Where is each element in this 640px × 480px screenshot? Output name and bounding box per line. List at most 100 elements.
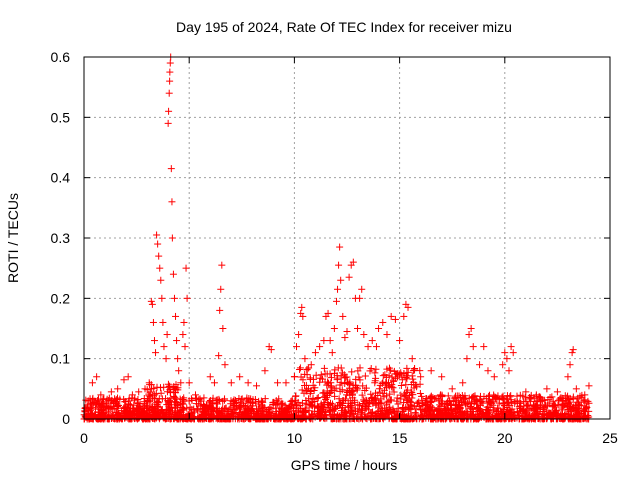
y-tick-label: 0.2 [51,290,71,306]
data-point [221,361,229,369]
data-point [404,303,412,311]
data-point [509,349,517,357]
data-point [179,331,187,339]
data-point [298,303,306,311]
data-point [507,343,515,351]
data-point [155,252,163,260]
data-point [522,388,530,396]
data-point [335,261,343,269]
data-point [499,361,507,369]
data-point [448,385,456,393]
data-point [173,337,181,345]
data-point [168,234,176,242]
data-point [345,273,353,281]
data-point [170,294,178,302]
data-point [307,361,315,369]
data-point [156,264,164,272]
data-point [244,379,252,387]
noise-band [80,364,593,423]
y-tick-label: 0.4 [51,170,71,186]
data-point [465,331,473,339]
data-point [185,379,193,387]
data-point [206,373,214,381]
data-point [182,264,190,272]
data-point [387,312,395,320]
data-point [328,349,336,357]
data-point [158,294,166,302]
data-point [148,300,156,308]
data-point [177,379,185,387]
y-tick-label: 0.5 [51,109,71,125]
x-axis-label: GPS time / hours [291,457,398,473]
data-point [180,318,188,326]
data-point [505,367,513,375]
grid-lines [84,57,610,419]
data-point [469,343,477,351]
x-tick-label: 15 [392,430,408,446]
data-point [332,297,340,305]
data-point [364,343,372,351]
data-point [149,318,157,326]
data-point [169,270,177,278]
y-axis-label: ROTI / TECUs [5,193,21,283]
data-point [343,328,351,336]
data-point [150,337,158,345]
data-point [174,355,182,363]
data-point [501,349,509,357]
data-point [157,276,165,284]
data-point [153,231,161,239]
data-point [120,376,128,384]
plot-frame [83,56,611,420]
x-tick-label: 20 [497,430,513,446]
data-point [295,331,303,339]
data-point [124,373,132,381]
x-tick-label: 0 [80,430,88,446]
data-point [147,297,155,305]
data-point [354,325,362,332]
data-point [572,385,580,393]
data-point [135,388,143,396]
data-point [299,312,307,320]
data-point [396,337,404,345]
data-point [368,337,376,345]
data-point [141,385,149,393]
data-point [400,312,408,320]
data-point [569,346,577,354]
data-point [192,391,200,399]
data-point [379,318,387,326]
data-points [80,53,593,423]
data-point [290,373,298,381]
data-point [349,258,357,266]
data-point [324,309,332,317]
data-point [227,379,235,387]
data-point [463,355,471,363]
data-point [93,373,101,381]
data-point [160,343,168,351]
data-point [172,312,180,320]
y-tick-label: 0.3 [51,230,71,246]
x-tick-label: 5 [185,430,193,446]
data-point [358,285,366,293]
data-point [215,352,223,360]
data-point [219,325,227,332]
data-point [267,346,275,354]
data-point [566,361,574,369]
data-point [372,343,380,351]
data-point [316,343,324,351]
data-point [152,349,160,357]
data-point [337,276,345,284]
data-point [97,391,105,399]
data-point [81,408,89,416]
data-point [383,331,391,339]
data-point [585,382,593,390]
y-tick-label: 0 [62,411,70,427]
data-point [330,325,338,332]
data-point [216,306,224,314]
data-point [166,68,174,76]
data-point [159,318,167,326]
data-point [293,343,301,351]
data-point [274,379,282,387]
data-point [408,355,416,363]
data-point [581,391,589,399]
data-point [88,379,96,387]
